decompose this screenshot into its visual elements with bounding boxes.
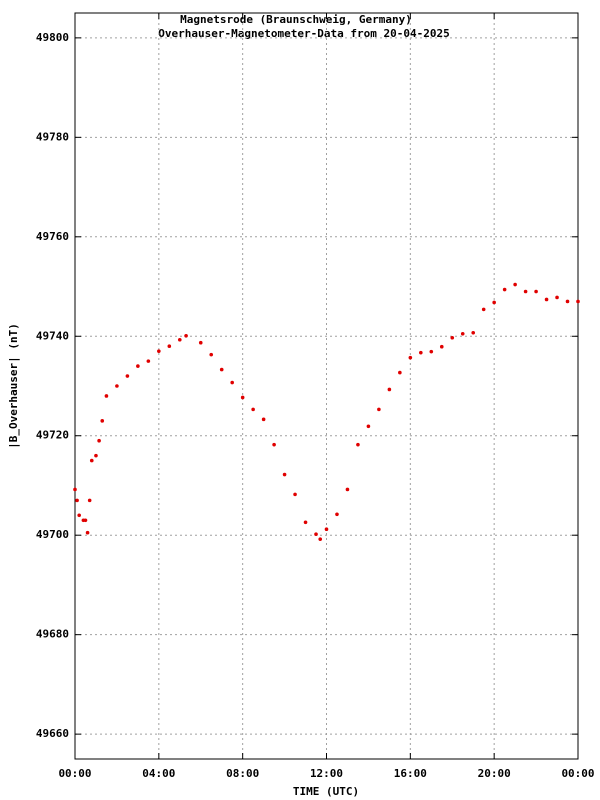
data-point: [184, 333, 188, 338]
data-point: [219, 367, 224, 372]
y-axis-label: |B_Overhauser| (nT): [7, 323, 20, 449]
data-point: [94, 453, 98, 458]
data-point: [261, 417, 266, 422]
data-point: [100, 419, 105, 423]
data-point: [335, 512, 339, 517]
data-point: [565, 299, 570, 304]
data-point: [356, 442, 360, 447]
chart-title: Magnetsrode (Braunschweig, Germany): [180, 13, 412, 26]
y-tick-label: 49660: [36, 727, 69, 740]
plot-frame: [74, 12, 579, 760]
x-tick-label: 12:00: [310, 767, 343, 780]
data-point: [75, 498, 79, 503]
data-point: [157, 349, 161, 353]
data-point: [324, 527, 329, 532]
data-point: [240, 395, 245, 400]
data-point: [318, 537, 323, 541]
data-point: [115, 384, 119, 388]
data-point: [439, 344, 444, 349]
data-point: [419, 350, 423, 355]
y-tick-label: 49800: [36, 31, 69, 44]
x-tick-label: 16:00: [394, 767, 427, 780]
data-point: [89, 458, 94, 463]
data-point: [398, 370, 402, 375]
data-point: [83, 518, 88, 523]
data-point: [282, 472, 287, 477]
y-tick-label: 49740: [36, 329, 69, 342]
y-tick-label: 49680: [36, 628, 69, 641]
data-point: [314, 532, 318, 537]
y-tick-label: 49700: [36, 528, 69, 541]
data-point: [136, 364, 140, 368]
data-point: [471, 330, 476, 335]
x-tick-label: 08:00: [226, 767, 259, 780]
data-point: [198, 340, 203, 345]
data-point: [345, 487, 350, 492]
data-point: [85, 530, 90, 535]
data-point: [97, 438, 101, 443]
data-point: [366, 424, 371, 429]
data-point: [513, 282, 517, 287]
data-point: [87, 498, 92, 503]
data-point: [429, 349, 434, 354]
y-tick-label: 49720: [36, 429, 69, 442]
data-point: [104, 394, 109, 398]
data-point: [576, 299, 580, 304]
x-tick-label: 20:00: [478, 767, 511, 780]
data-point: [492, 300, 496, 305]
data-point: [209, 352, 214, 357]
data-point: [544, 297, 549, 302]
data-point: [523, 289, 528, 294]
data-point: [293, 492, 297, 497]
data-point: [408, 355, 413, 360]
data-point: [481, 307, 486, 312]
x-tick-label: 00:00: [561, 767, 594, 780]
data-point: [73, 487, 77, 492]
x-tick-label: 04:00: [142, 767, 175, 780]
data-point: [534, 289, 538, 294]
data-point: [387, 387, 392, 392]
data-point: [272, 442, 276, 447]
data-point: [251, 407, 255, 412]
data-point: [303, 520, 308, 525]
data-point: [230, 380, 234, 385]
y-tick-label: 49780: [36, 130, 69, 143]
x-axis-label: TIME (UTC): [293, 785, 359, 798]
data-point: [125, 374, 130, 378]
data-point: [502, 287, 507, 292]
data-point: [460, 331, 465, 336]
data-point: [450, 335, 455, 340]
data-point: [555, 295, 559, 300]
chart-subtitle: Overhauser-Magnetometer-Data from 20-04-…: [158, 27, 449, 40]
data-point: [167, 344, 172, 349]
data-point: [77, 513, 81, 518]
data-point: [177, 337, 182, 342]
y-tick-label: 49760: [36, 230, 69, 243]
data-point: [146, 359, 151, 363]
data-point: [377, 407, 381, 412]
x-tick-label: 00:00: [58, 767, 91, 780]
